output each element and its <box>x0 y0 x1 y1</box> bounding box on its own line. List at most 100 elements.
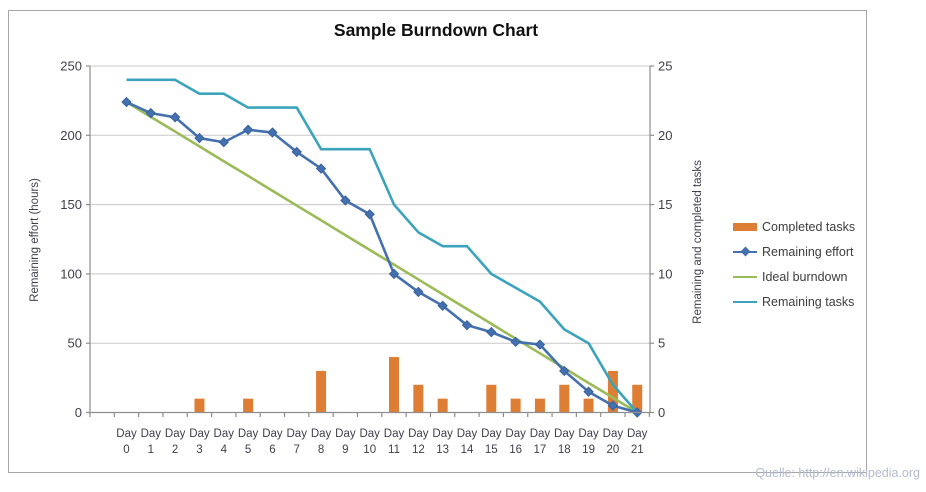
x-tick-label: Day <box>578 428 599 440</box>
bar-day-15 <box>486 384 497 413</box>
x-tick-label: 3 <box>196 444 202 456</box>
bar-day-18 <box>559 384 570 413</box>
x-tick-label: 16 <box>509 444 522 456</box>
bar-day-17 <box>534 398 545 413</box>
x-tick-label: 2 <box>172 444 178 456</box>
bar-day-11 <box>389 357 400 413</box>
x-tick-label: 4 <box>221 444 228 456</box>
x-tick-label: Day <box>238 428 259 440</box>
effort-marker-day-20 <box>607 400 619 411</box>
legend-item-ideal-burndown: Ideal burndown <box>733 264 855 289</box>
legend-label: Remaining effort <box>762 244 854 259</box>
left-tick-label: 250 <box>60 59 82 74</box>
x-tick-label: 11 <box>388 444 400 456</box>
effort-marker-day-4 <box>218 137 229 148</box>
x-tick-label: 8 <box>318 444 324 456</box>
completed-tasks-bars <box>194 357 643 413</box>
bar-day-20 <box>607 370 618 413</box>
x-tick-label: Day <box>481 428 502 440</box>
effort-marker-day-8 <box>315 163 327 174</box>
chart-title: Sample Burndown Chart <box>333 20 539 40</box>
source-attribution: Quelle: http://en.wikipedia.org <box>755 466 920 480</box>
bar-day-8 <box>316 370 327 413</box>
bar-day-16 <box>510 398 521 413</box>
bar-day-3 <box>194 398 205 413</box>
effort-marker-day-16 <box>510 336 521 348</box>
right-tick-label: 5 <box>658 336 665 351</box>
legend-item-remaining-tasks: Remaining tasks <box>733 289 855 314</box>
x-tick-label: Day <box>311 428 332 440</box>
legend-label: Remaining tasks <box>762 294 855 309</box>
effort-marker-day-6 <box>267 127 278 138</box>
x-tick-label: Day <box>214 428 235 440</box>
effort-marker-day-10 <box>364 209 375 220</box>
effort-marker-day-2 <box>169 112 181 123</box>
x-tick-label: Day <box>335 428 356 440</box>
effort-marker-day-3 <box>194 132 205 144</box>
x-tick-label: Day <box>530 428 551 440</box>
remaining-effort-swatch-icon <box>733 246 757 257</box>
x-tick-label: Day <box>141 428 162 440</box>
x-tick-label: Day <box>359 428 380 440</box>
x-tick-label: 7 <box>294 444 300 456</box>
x-tick-label: 1 <box>148 444 154 456</box>
x-tick-label: Day <box>554 428 575 440</box>
axes <box>86 65 654 417</box>
right-tick-label: 10 <box>658 266 672 281</box>
x-tick-label: 20 <box>607 444 620 456</box>
left-tick-label: 0 <box>75 405 82 420</box>
right-tick-label: 25 <box>658 59 672 74</box>
ideal-burndown-swatch-icon <box>733 272 757 282</box>
x-tick-label: 21 <box>631 444 644 456</box>
left-tick-label: 150 <box>60 197 82 212</box>
x-tick-label: 12 <box>412 444 425 456</box>
x-tick-label: Day <box>262 428 283 440</box>
x-tick-label: Day <box>432 428 453 440</box>
legend-item-completed-tasks: Completed tasks <box>733 214 855 239</box>
x-tick-label: 6 <box>269 444 275 456</box>
effort-marker-day-19 <box>583 386 594 397</box>
effort-marker-day-11 <box>388 268 400 280</box>
x-tick-label: 5 <box>245 444 251 456</box>
bar-day-5 <box>243 398 254 413</box>
remaining-tasks-swatch-icon <box>733 297 757 307</box>
left-tick-label: 50 <box>68 336 82 351</box>
x-tick-label: Day <box>603 428 624 440</box>
remaining-tasks-line <box>126 78 639 414</box>
legend-label: Completed tasks <box>762 219 856 234</box>
right-tick-label: 0 <box>658 405 665 420</box>
x-tick-label: 17 <box>534 444 547 456</box>
x-tick-label: 13 <box>436 444 449 456</box>
legend-item-remaining-effort: Remaining effort <box>733 239 855 264</box>
effort-marker-day-0 <box>121 96 132 108</box>
effort-marker-day-17 <box>534 339 546 350</box>
right-tick-label: 15 <box>658 197 672 212</box>
effort-marker-day-9 <box>340 195 351 206</box>
effort-marker-day-15 <box>486 326 497 338</box>
completed-tasks-swatch-icon <box>733 222 757 232</box>
x-tick-label: 14 <box>461 444 474 456</box>
effort-marker-day-13 <box>437 300 448 311</box>
x-tick-label: Day <box>627 428 648 440</box>
x-tick-label: Day <box>384 428 405 440</box>
effort-marker-day-12 <box>413 286 424 298</box>
x-tick-label: 0 <box>123 444 129 456</box>
bar-day-21 <box>632 384 643 413</box>
x-tick-label: 10 <box>363 444 376 456</box>
x-tick-label: Day <box>165 428 186 440</box>
chart-frame <box>8 10 867 473</box>
gridlines <box>90 65 650 344</box>
effort-marker-day-1 <box>145 107 157 119</box>
x-tick-label: Day <box>457 428 478 440</box>
left-tick-label: 200 <box>60 128 82 143</box>
tick-labels: 0 50 100 150 200 250 0 5 10 15 20 25 Day 0 Day 1 Day 2 Day… <box>60 59 672 457</box>
effort-marker-day-14 <box>461 319 473 331</box>
effort-marker-day-5 <box>242 124 254 135</box>
x-tick-label: 15 <box>485 444 498 456</box>
x-tick-label: Day <box>116 428 137 440</box>
x-tick-label: 9 <box>342 444 348 456</box>
bar-day-12 <box>413 384 424 413</box>
bar-day-13 <box>437 398 448 413</box>
